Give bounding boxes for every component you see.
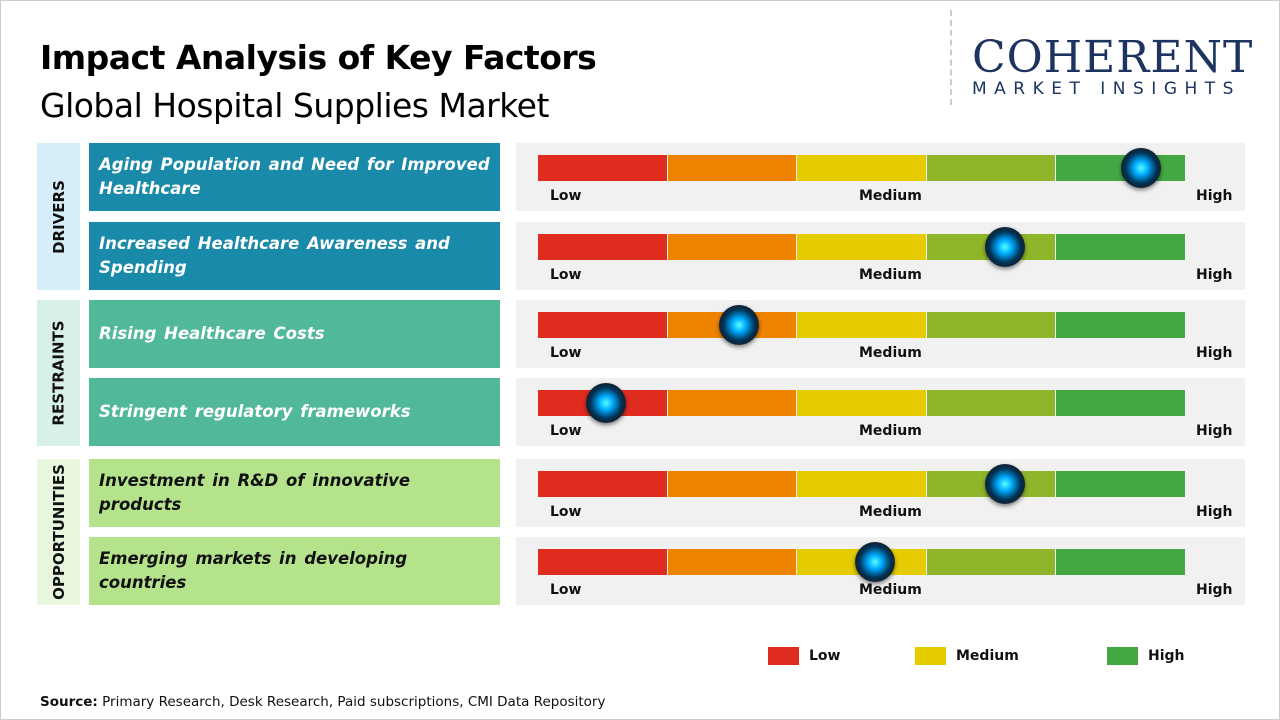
legend-swatch-low xyxy=(768,647,799,665)
legend-swatch-high xyxy=(1107,647,1138,665)
impact-gauge: Low Medium High xyxy=(516,222,1245,290)
tick-label-high: High xyxy=(1196,582,1233,598)
impact-marker xyxy=(984,464,1025,504)
legend-high: High xyxy=(1107,647,1185,665)
source-prefix: Source: xyxy=(40,694,98,710)
company-logo: COHERENT MARKET INSIGHTS xyxy=(950,10,1270,105)
tick-label-high: High xyxy=(1196,267,1233,283)
tick-label-low: Low xyxy=(550,345,582,361)
category-opportunities: OPPORTUNITIES xyxy=(37,459,80,605)
legend-label: Medium xyxy=(956,648,1019,664)
gauge-segment xyxy=(667,155,798,181)
tick-label-medium: Medium xyxy=(859,345,922,361)
gauge-segment xyxy=(797,390,927,416)
gauge-bar xyxy=(538,312,1186,338)
impact-marker xyxy=(984,227,1025,267)
tick-label-medium: Medium xyxy=(859,267,922,283)
logo-name: COHERENT xyxy=(972,32,1254,83)
source-text: Primary Research, Desk Research, Paid su… xyxy=(97,694,606,710)
category-label: RESTRAINTS xyxy=(49,320,68,426)
impact-gauge: Low Medium High xyxy=(516,300,1245,368)
gauge-segment xyxy=(926,549,1057,575)
tick-label-high: High xyxy=(1196,188,1233,204)
factor-label: Stringent regulatory frameworks xyxy=(89,378,500,446)
gauge-segment xyxy=(538,549,668,575)
category-label: OPPORTUNITIES xyxy=(49,464,68,600)
logo-tagline: MARKET INSIGHTS xyxy=(972,79,1241,99)
gauge-bar xyxy=(538,471,1186,497)
gauge-bar xyxy=(538,390,1186,416)
gauge-segment xyxy=(667,471,798,497)
tick-label-medium: Medium xyxy=(859,504,922,520)
gauge-segment xyxy=(797,155,927,181)
factor-label: Investment in R&D of innovative products xyxy=(89,459,500,527)
impact-marker xyxy=(586,383,627,423)
category-label: DRIVERS xyxy=(49,179,68,254)
gauge-bar xyxy=(538,234,1186,260)
legend-medium: Medium xyxy=(915,647,1019,665)
tick-label-low: Low xyxy=(550,582,582,598)
factor-label: Aging Population and Need for Improved H… xyxy=(89,143,500,211)
tick-label-high: High xyxy=(1196,345,1233,361)
category-restraints: RESTRAINTS xyxy=(37,300,80,446)
impact-marker xyxy=(1120,148,1161,188)
tick-label-medium: Medium xyxy=(859,423,922,439)
gauge-segment xyxy=(1056,312,1186,338)
factor-label: Emerging markets in developing countries xyxy=(89,537,500,605)
gauge-segment xyxy=(538,471,668,497)
impact-marker xyxy=(718,305,759,345)
gauge-segment xyxy=(797,312,927,338)
page-subtitle: Global Hospital Supplies Market xyxy=(40,86,549,125)
gauge-segment xyxy=(926,390,1057,416)
tick-label-low: Low xyxy=(550,267,582,283)
gauge-segment xyxy=(538,155,668,181)
tick-label-low: Low xyxy=(550,504,582,520)
legend-swatch-medium xyxy=(915,647,946,665)
tick-label-low: Low xyxy=(550,423,582,439)
category-drivers: DRIVERS xyxy=(37,143,80,290)
gauge-segment xyxy=(1056,234,1186,260)
gauge-segment xyxy=(1056,390,1186,416)
gauge-segment xyxy=(797,234,927,260)
legend-label: High xyxy=(1148,648,1185,664)
gauge-segment xyxy=(926,312,1057,338)
gauge-bar xyxy=(538,155,1186,181)
legend-low: Low xyxy=(768,647,840,665)
impact-marker xyxy=(854,542,895,582)
impact-gauge: Low Medium High xyxy=(516,378,1245,446)
gauge-segment xyxy=(1056,549,1186,575)
gauge-segment xyxy=(1056,471,1186,497)
source-note: Source: Primary Research, Desk Research,… xyxy=(40,694,605,710)
gauge-segment xyxy=(667,390,798,416)
impact-gauge: Low Medium High xyxy=(516,459,1245,527)
gauge-segment xyxy=(926,155,1057,181)
tick-label-medium: Medium xyxy=(859,582,922,598)
tick-label-high: High xyxy=(1196,504,1233,520)
factor-label: Increased Healthcare Awareness and Spend… xyxy=(89,222,500,290)
gauge-segment xyxy=(667,549,798,575)
gauge-segment xyxy=(667,234,798,260)
gauge-segment xyxy=(538,312,668,338)
gauge-segment xyxy=(797,471,927,497)
tick-label-high: High xyxy=(1196,423,1233,439)
page-title: Impact Analysis of Key Factors xyxy=(40,38,597,77)
gauge-segment xyxy=(1056,155,1186,181)
tick-label-medium: Medium xyxy=(859,188,922,204)
impact-gauge: Low Medium High xyxy=(516,537,1245,605)
tick-label-low: Low xyxy=(550,188,582,204)
gauge-segment xyxy=(538,234,668,260)
legend-label: Low xyxy=(809,648,841,664)
factor-label: Rising Healthcare Costs xyxy=(89,300,500,368)
impact-gauge: Low Medium High xyxy=(516,143,1245,211)
